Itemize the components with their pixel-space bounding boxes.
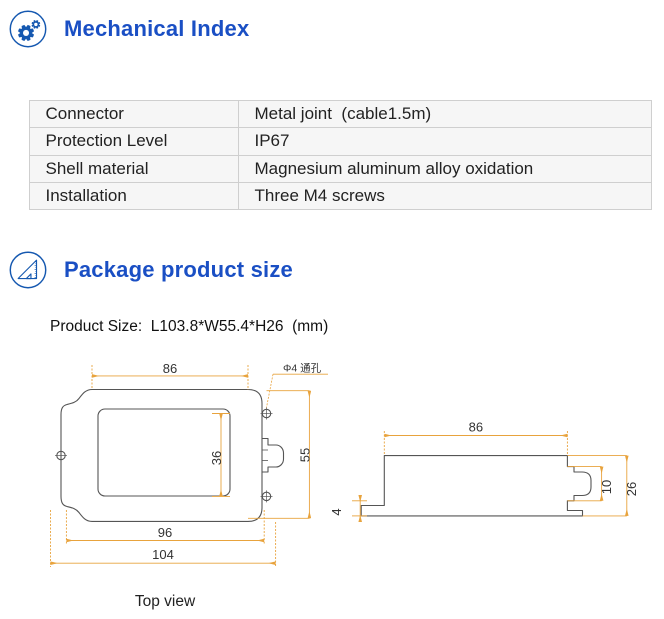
- svg-text:36: 36: [209, 451, 224, 465]
- svg-text:96: 96: [158, 525, 172, 540]
- svg-text:86: 86: [163, 361, 177, 376]
- svg-text:4: 4: [330, 508, 344, 515]
- svg-text:Top view: Top view: [135, 593, 196, 610]
- svg-text:26: 26: [624, 482, 639, 496]
- svg-text:10: 10: [599, 480, 614, 494]
- svg-text:104: 104: [152, 547, 174, 562]
- svg-text:55: 55: [297, 448, 312, 462]
- svg-text:Φ4 通孔: Φ4 通孔: [283, 362, 322, 375]
- svg-text:86: 86: [469, 420, 483, 435]
